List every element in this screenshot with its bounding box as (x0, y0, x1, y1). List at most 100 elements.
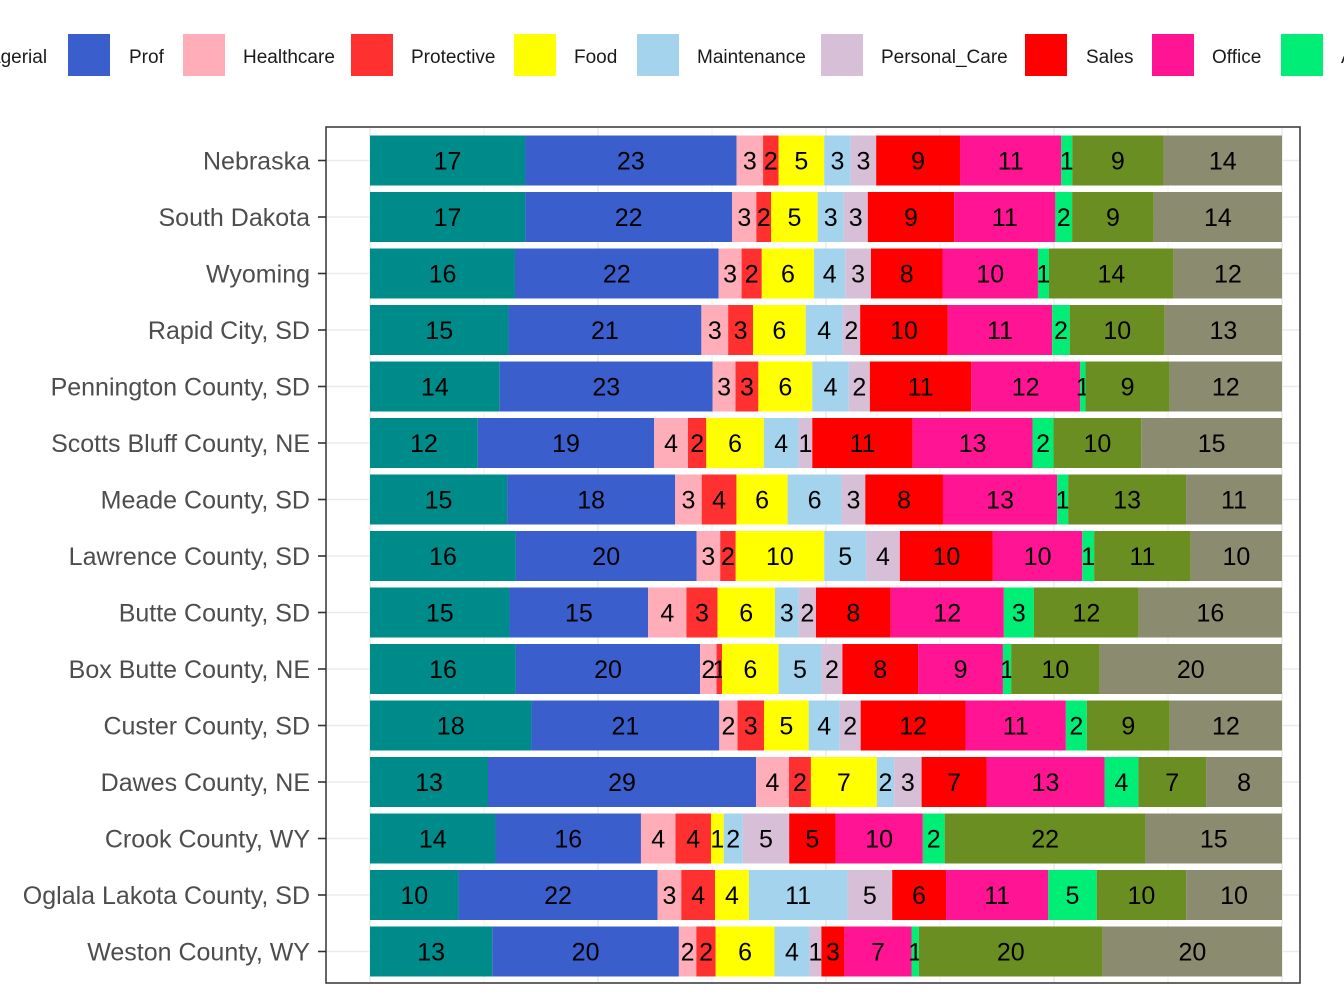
bar-segment (370, 700, 532, 751)
bar-segment (869, 361, 972, 412)
data-label: 10 (400, 882, 428, 910)
data-label: 3 (744, 713, 758, 741)
bar-segment (947, 305, 1053, 355)
y-tick-label: Weston County, WY (87, 939, 310, 967)
data-label: 20 (594, 656, 622, 684)
data-label: 5 (805, 826, 819, 854)
data-label: 16 (429, 543, 457, 571)
bar-segment (525, 135, 737, 186)
data-label: 4 (785, 939, 799, 967)
bar-segment (1186, 474, 1282, 525)
data-label: 4 (766, 769, 780, 797)
bar-row: 16 22 3 2 6 4 3 8 10 1 14 12 (370, 248, 1282, 299)
bar-row: 17 23 3 2 5 3 3 9 11 1 9 14 (370, 135, 1282, 186)
bar-segment (1072, 135, 1164, 186)
legend-item: Prof (129, 34, 225, 76)
bar-segment (370, 192, 526, 242)
bar-segment (774, 587, 799, 638)
bar-segment (1164, 305, 1282, 355)
data-label: 2 (764, 148, 778, 176)
data-label: 22 (1031, 826, 1059, 854)
data-label: 9 (1121, 374, 1135, 402)
bar-segment (477, 418, 655, 468)
y-tick-label: Pennington County, SD (51, 374, 310, 402)
bar-segment (508, 305, 702, 355)
y-tick-label: Meade County, SD (101, 487, 310, 515)
bar-segment (942, 474, 1058, 525)
data-label: 10 (865, 826, 893, 854)
data-label: 3 (901, 769, 915, 797)
y-tick-label: Scotts Bluff County, NE (51, 430, 310, 458)
bar-segment (778, 644, 822, 694)
legend-item: Food (574, 34, 679, 76)
data-label: 1 (1056, 487, 1070, 515)
data-label: 4 (686, 826, 700, 854)
data-label: 11 (1129, 543, 1155, 571)
data-label: 1 (808, 939, 822, 967)
data-label: 4 (824, 374, 838, 402)
legend-key (514, 34, 556, 76)
bar-segment (492, 926, 679, 977)
data-label: 4 (774, 430, 788, 458)
bar-segment (741, 248, 762, 299)
data-label: 10 (1222, 543, 1250, 571)
data-label: 2 (800, 600, 814, 628)
bar-segment (810, 757, 877, 807)
bar-segment (1099, 644, 1282, 694)
data-label: 10 (932, 543, 960, 571)
data-label: 2 (927, 826, 941, 854)
bar-segment (648, 587, 687, 638)
bar-segment (824, 135, 851, 186)
legend-key (351, 34, 393, 76)
data-label: 2 (825, 656, 839, 684)
data-label: 13 (1113, 487, 1141, 515)
data-label: 3 (851, 261, 865, 289)
bar-segment (845, 248, 871, 299)
bar-segment (675, 813, 711, 864)
bar-segment (675, 474, 702, 525)
bar-segment (701, 305, 729, 355)
data-label: 13 (1032, 769, 1060, 797)
data-label: 13 (1209, 317, 1237, 345)
y-tick-label: Crook County, WY (105, 826, 310, 854)
bar-segment (514, 248, 719, 299)
bar-segment (1138, 587, 1282, 638)
bar-segment (686, 587, 718, 638)
data-label: 1 (1000, 656, 1014, 684)
data-label: 10 (766, 543, 794, 571)
data-label: 17 (434, 148, 462, 176)
bar-segment (1206, 757, 1282, 807)
data-label: 6 (912, 882, 926, 910)
bar-segment (1173, 248, 1282, 299)
bar-segment (654, 418, 689, 468)
data-label: 9 (1106, 204, 1120, 232)
bar-segment (918, 926, 1103, 977)
bar-segment (763, 700, 809, 751)
data-label: 13 (415, 769, 443, 797)
bar-segment (814, 248, 846, 299)
bar-segment (717, 587, 775, 638)
data-label: 2 (852, 374, 866, 402)
data-label: 2 (844, 317, 858, 345)
data-label: 6 (772, 317, 786, 345)
bar-segment (515, 531, 697, 581)
data-label: 21 (611, 713, 639, 741)
bar-segment (1057, 474, 1069, 525)
data-label: 11 (992, 204, 1018, 232)
legend-key (68, 34, 110, 76)
data-label: 10 (890, 317, 918, 345)
bar-segment (761, 248, 815, 299)
bar-segment (965, 700, 1066, 751)
bar-segment (370, 531, 516, 581)
data-label: 2 (1057, 204, 1071, 232)
data-label: 2 (1069, 713, 1083, 741)
bar-segment (1033, 587, 1139, 638)
data-label: 29 (608, 769, 636, 797)
data-label: 17 (434, 204, 462, 232)
bar-segment (870, 248, 943, 299)
bar-segment (1082, 531, 1095, 581)
bar-row: 18 21 2 3 5 4 2 12 11 2 9 12 (370, 700, 1282, 751)
y-tick-label: Custer County, SD (103, 713, 310, 741)
bar-segment (370, 305, 509, 355)
bar-segment (737, 700, 764, 751)
